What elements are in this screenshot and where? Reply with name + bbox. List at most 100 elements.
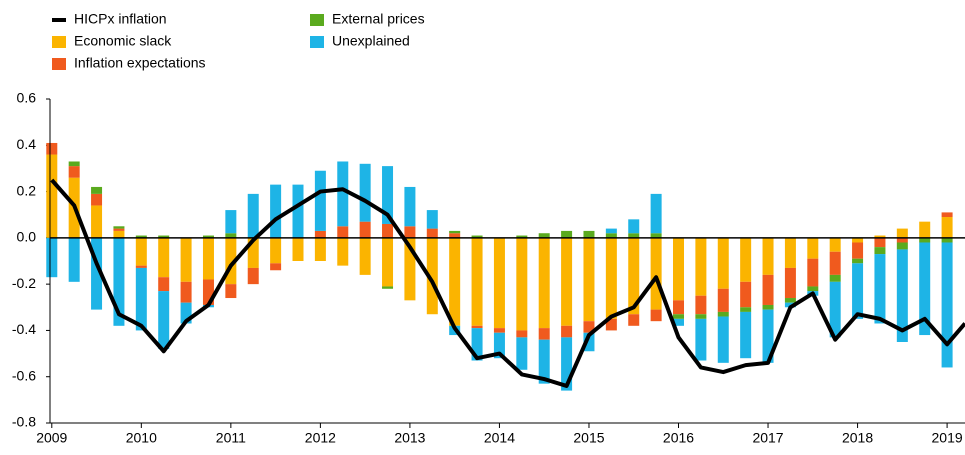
- legend-label: Economic slack: [74, 33, 172, 49]
- bar: [941, 242, 953, 368]
- bar: [68, 237, 80, 282]
- x-tick-label: 2011: [216, 430, 246, 446]
- bar: [628, 233, 640, 238]
- bar: [471, 235, 483, 238]
- bar: [650, 193, 662, 234]
- bar: [202, 237, 214, 280]
- bar: [762, 274, 774, 305]
- bar: [225, 237, 237, 285]
- bar: [852, 242, 864, 259]
- bar: [180, 237, 192, 282]
- bar: [404, 226, 416, 238]
- legend-swatch: [52, 36, 66, 48]
- bar: [471, 328, 483, 361]
- bar: [695, 237, 707, 296]
- legend-label: External prices: [332, 11, 425, 27]
- y-tick-label: 0.6: [17, 90, 37, 106]
- bar: [359, 163, 371, 222]
- bar: [91, 193, 103, 206]
- bar: [852, 263, 864, 319]
- bar: [135, 265, 147, 268]
- bar: [673, 237, 685, 301]
- bar: [292, 184, 304, 238]
- bar: [941, 212, 953, 218]
- bar: [113, 230, 125, 238]
- legend-swatch: [52, 58, 66, 70]
- bar: [314, 230, 326, 238]
- x-tick-label: 2012: [305, 430, 336, 446]
- bar: [68, 161, 80, 167]
- bar: [91, 186, 103, 194]
- bar: [449, 237, 461, 326]
- bar: [583, 237, 595, 322]
- bar: [807, 286, 819, 292]
- bar: [449, 230, 461, 234]
- bar: [493, 237, 505, 329]
- bar: [740, 237, 752, 282]
- bar: [784, 237, 796, 268]
- bar: [516, 235, 528, 238]
- legend-label: Unexplained: [332, 33, 410, 49]
- bar: [382, 237, 394, 287]
- bar: [717, 311, 729, 317]
- bar: [158, 277, 170, 292]
- bar: [404, 237, 416, 301]
- bar: [874, 235, 886, 238]
- bar: [46, 154, 58, 238]
- bar: [919, 237, 931, 243]
- bar: [919, 221, 931, 238]
- bar: [538, 237, 550, 329]
- bar: [135, 235, 147, 238]
- bar: [874, 237, 886, 248]
- bar: [740, 281, 752, 308]
- bar: [292, 237, 304, 261]
- bar: [337, 161, 349, 227]
- bar: [852, 258, 864, 264]
- bar: [650, 309, 662, 322]
- bar: [852, 237, 864, 243]
- bar: [91, 205, 103, 238]
- bar: [829, 274, 841, 282]
- bar: [762, 309, 774, 363]
- bar: [538, 339, 550, 384]
- bar: [471, 325, 483, 329]
- bar: [605, 237, 617, 319]
- bar: [561, 230, 573, 238]
- bar: [46, 237, 58, 278]
- bar: [158, 237, 170, 278]
- bar: [673, 314, 685, 319]
- bar: [359, 221, 371, 238]
- bar: [605, 228, 617, 234]
- bar: [896, 242, 908, 250]
- y-tick-label: 0.4: [17, 136, 37, 152]
- bar: [516, 337, 528, 370]
- legend-label: Inflation expectations: [74, 55, 206, 71]
- bar: [561, 325, 573, 338]
- bar: [784, 298, 796, 303]
- bar: [225, 233, 237, 238]
- bar: [807, 237, 819, 259]
- bar: [426, 210, 438, 229]
- bar: [247, 237, 259, 268]
- bar: [337, 226, 349, 238]
- y-tick-label: 0.2: [17, 182, 37, 198]
- bar: [91, 237, 103, 310]
- legend-swatch: [52, 18, 66, 22]
- bar: [202, 235, 214, 238]
- bar: [426, 237, 438, 315]
- bar: [493, 332, 505, 359]
- bar: [807, 258, 819, 287]
- bar: [896, 249, 908, 342]
- bar: [628, 219, 640, 234]
- bar: [605, 233, 617, 238]
- bar: [516, 237, 528, 331]
- x-tick-label: 2014: [484, 430, 515, 446]
- bar: [404, 186, 416, 227]
- bar: [180, 302, 192, 324]
- bar: [650, 233, 662, 238]
- bar: [896, 237, 908, 243]
- bar: [695, 314, 707, 319]
- legend-swatch: [310, 36, 324, 48]
- bar: [493, 328, 505, 333]
